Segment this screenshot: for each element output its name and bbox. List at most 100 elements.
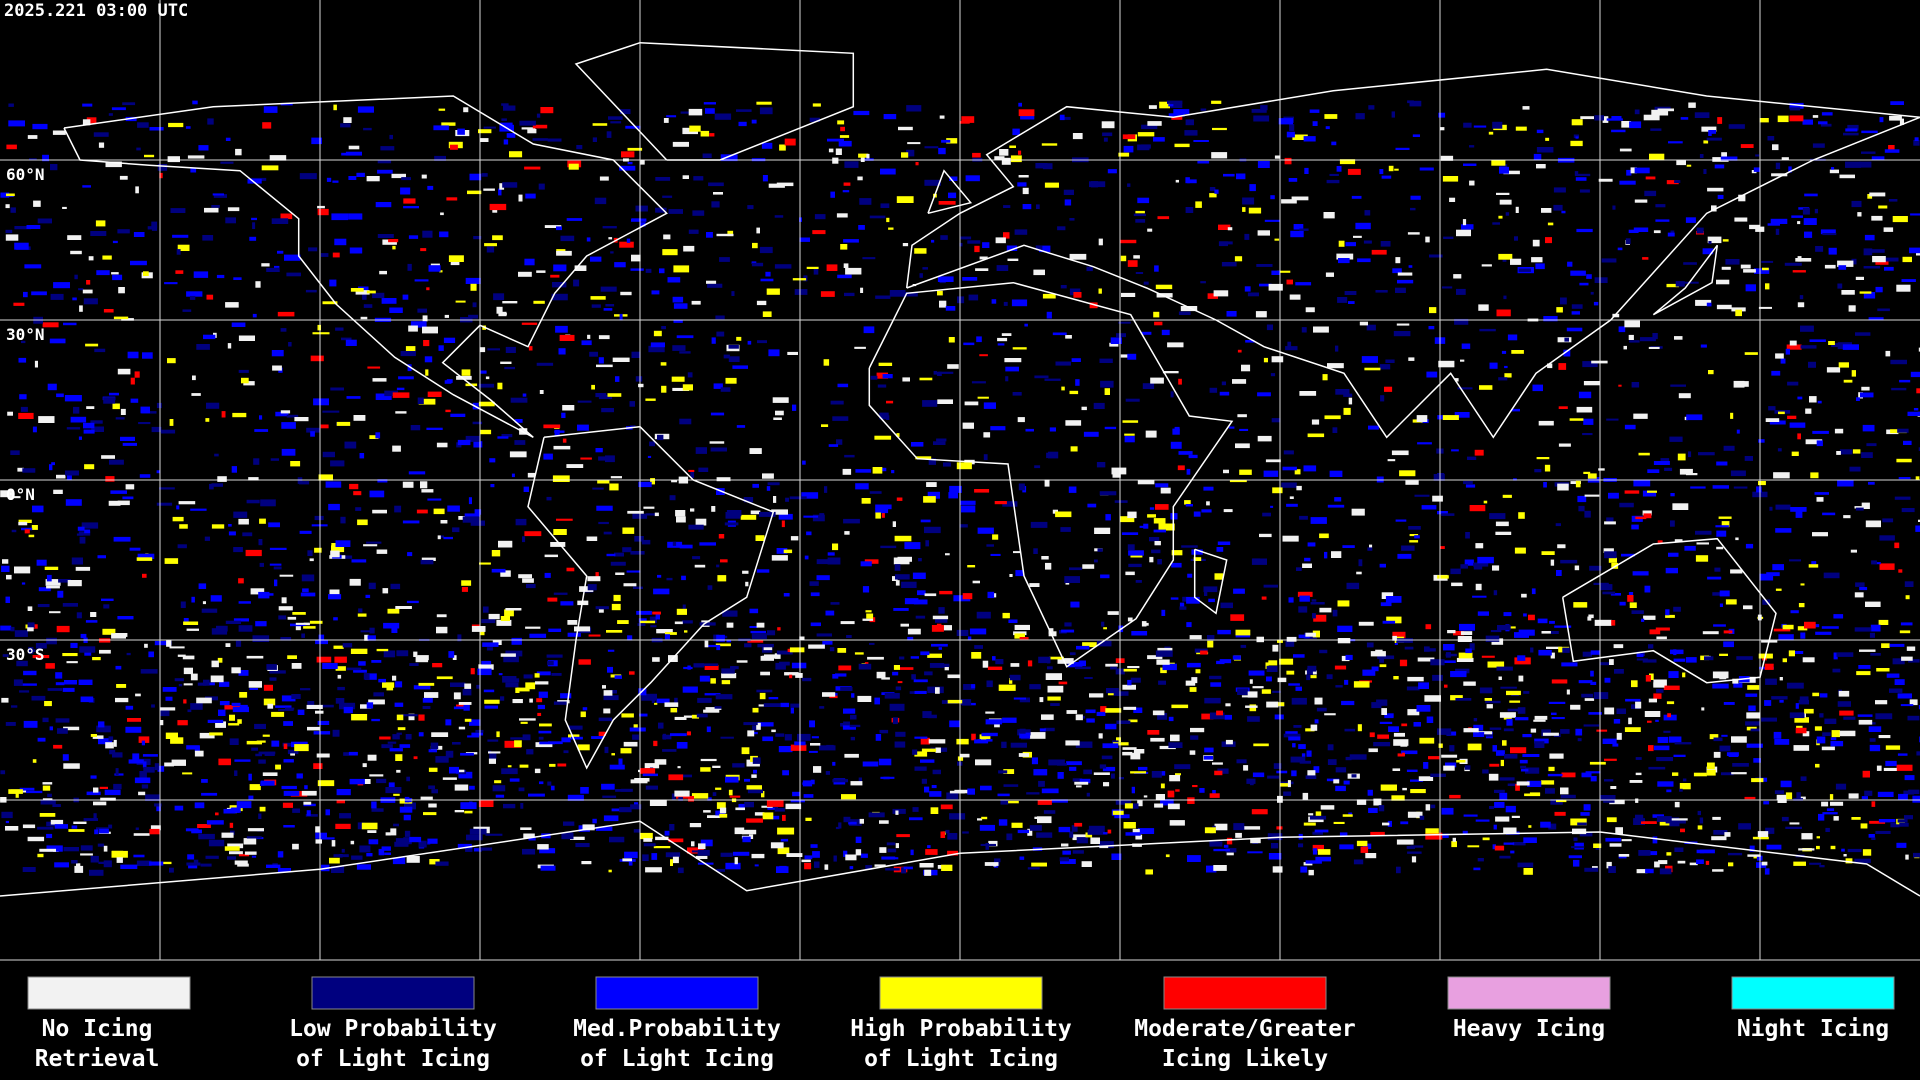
icing-patch — [302, 588, 309, 593]
icing-patch — [1085, 709, 1096, 714]
icing-patch — [792, 791, 801, 797]
icing-patch — [1473, 125, 1487, 128]
icing-patch — [826, 744, 834, 749]
icing-patch — [1676, 160, 1686, 166]
icing-patch — [1001, 741, 1007, 748]
icing-patch — [1631, 610, 1644, 614]
icing-patch — [1818, 813, 1825, 821]
icing-patch — [1440, 546, 1445, 549]
icing-patch — [260, 499, 276, 507]
icing-patch — [1557, 483, 1569, 491]
icing-patch — [1313, 614, 1327, 622]
icing-patch — [1792, 270, 1806, 273]
icing-patch — [301, 633, 305, 638]
icing-patch — [707, 585, 713, 590]
icing-patch — [1472, 595, 1487, 598]
icing-patch — [473, 848, 482, 852]
icing-patch — [1003, 301, 1008, 306]
icing-patch — [561, 412, 566, 418]
icing-patch — [150, 825, 161, 831]
icing-patch — [1498, 215, 1503, 219]
icing-patch — [246, 499, 260, 504]
icing-patch — [1069, 218, 1075, 221]
icing-patch — [243, 381, 255, 386]
icing-patch — [1014, 624, 1030, 630]
icing-patch — [1085, 832, 1093, 838]
icing-patch — [721, 668, 735, 674]
icing-patch — [372, 292, 385, 299]
icing-patch — [1575, 480, 1581, 488]
icing-patch — [1429, 254, 1443, 258]
icing-patch — [1833, 614, 1844, 619]
icing-patch — [1762, 267, 1769, 271]
icing-patch — [1380, 395, 1385, 402]
icing-patch — [728, 789, 733, 796]
icing-patch — [534, 673, 540, 678]
icing-patch — [1868, 317, 1884, 321]
icing-patch — [1765, 283, 1770, 290]
icing-patch — [806, 531, 812, 536]
icing-patch — [24, 529, 30, 534]
icing-patch — [914, 751, 928, 757]
icing-patch — [364, 634, 369, 641]
icing-patch — [1868, 726, 1882, 732]
icing-patch — [972, 580, 980, 584]
icing-patch — [1013, 551, 1021, 554]
icing-patch — [716, 634, 725, 642]
icing-patch — [1913, 852, 1920, 858]
icing-patch — [32, 655, 50, 659]
icing-patch — [1335, 785, 1346, 792]
icing-patch — [574, 265, 587, 271]
icing-patch — [1428, 756, 1440, 760]
icing-patch — [643, 843, 656, 847]
icing-patch — [1738, 194, 1746, 202]
icing-patch — [117, 368, 131, 375]
icing-patch — [300, 688, 311, 691]
icing-patch — [1723, 641, 1734, 648]
icing-patch — [52, 130, 66, 135]
icing-patch — [528, 793, 545, 797]
icing-patch — [213, 194, 227, 198]
icing-patch — [1633, 818, 1645, 825]
icing-patch — [836, 439, 843, 445]
icing-patch — [303, 626, 316, 629]
icing-patch — [1167, 803, 1180, 810]
icing-patch — [1797, 433, 1801, 440]
icing-patch — [1769, 420, 1786, 425]
icing-patch — [1541, 631, 1559, 634]
icing-patch — [317, 704, 334, 708]
icing-patch — [1829, 794, 1834, 801]
icing-patch — [1583, 471, 1591, 474]
icing-patch — [747, 789, 763, 794]
icing-patch — [1843, 379, 1853, 383]
icing-patch — [1425, 828, 1439, 834]
icing-patch — [0, 770, 6, 775]
icing-patch — [649, 799, 667, 806]
icing-patch — [448, 255, 464, 262]
icing-patch — [1083, 769, 1092, 775]
icing-patch — [211, 205, 220, 208]
icing-patch — [1283, 791, 1292, 796]
icing-patch — [895, 810, 899, 815]
icing-patch — [931, 643, 948, 647]
icing-patch — [1305, 775, 1317, 779]
icing-patch — [1489, 763, 1500, 767]
icing-patch — [1879, 563, 1895, 570]
icing-patch — [1456, 760, 1466, 763]
icing-patch — [1520, 765, 1527, 769]
icing-patch — [1688, 102, 1696, 108]
icing-patch — [1464, 765, 1471, 770]
icing-patch — [253, 458, 260, 465]
icing-patch — [151, 226, 158, 231]
icing-patch — [29, 158, 37, 161]
icing-patch — [172, 234, 189, 238]
icing-patch — [249, 236, 257, 241]
icing-patch — [1782, 658, 1787, 663]
icing-patch — [1756, 486, 1762, 493]
icing-patch — [140, 669, 158, 674]
icing-patch — [1298, 843, 1304, 848]
icing-patch — [1568, 855, 1582, 859]
icing-patch — [1900, 704, 1914, 707]
icing-patch — [303, 803, 316, 807]
icing-patch — [919, 863, 934, 868]
